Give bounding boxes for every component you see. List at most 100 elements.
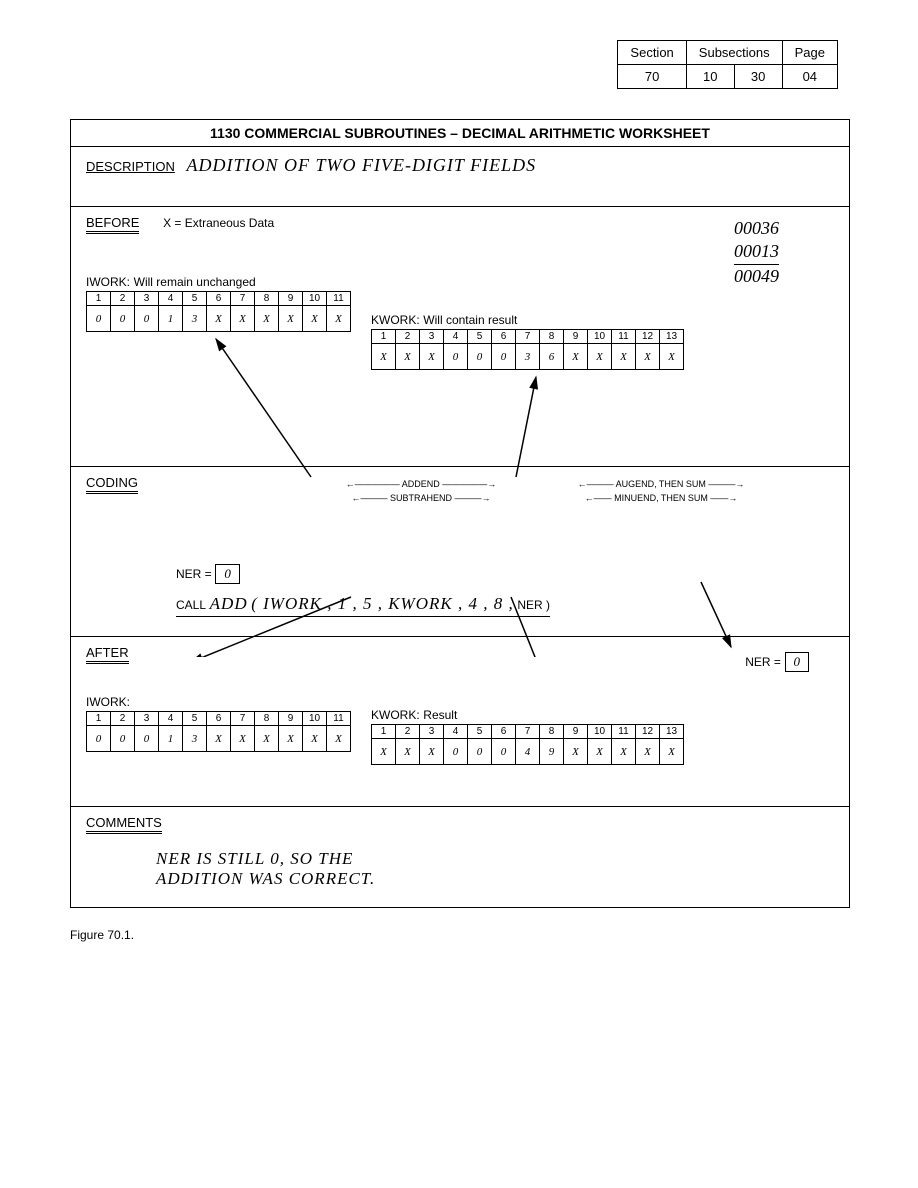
cell-value: 4 xyxy=(516,739,540,765)
before-section: BEFORE X = Extraneous Data 00036 00013 0… xyxy=(71,207,849,467)
cell-header: 7 xyxy=(516,725,540,739)
cell-value: 0 xyxy=(111,306,135,332)
subsections-header: Subsections xyxy=(686,41,782,65)
extraneous-note: X = Extraneous Data xyxy=(163,216,274,230)
arithmetic-block: 00036 00013 00049 xyxy=(734,217,779,288)
cell-value: X xyxy=(327,306,351,332)
after-label: AFTER xyxy=(86,645,129,664)
description-row: DESCRIPTION ADDITION OF TWO FIVE-DIGIT F… xyxy=(71,147,849,207)
cell-header: 7 xyxy=(231,292,255,306)
cell-header: 8 xyxy=(255,292,279,306)
call-statement: CALL ADD ( IWORK , 1 , 5 , KWORK , 4 , 8… xyxy=(176,594,550,617)
cell-header: 2 xyxy=(396,330,420,344)
cell-header: 13 xyxy=(660,330,684,344)
addend-value: 00036 xyxy=(734,217,779,240)
cell-value: X xyxy=(279,306,303,332)
call-func: ADD xyxy=(210,594,248,613)
iwork-before-title: IWORK: xyxy=(86,275,130,289)
cell-value: X xyxy=(564,739,588,765)
cell-value: X xyxy=(372,344,396,370)
cell-header: 6 xyxy=(492,330,516,344)
cell-header: 5 xyxy=(183,292,207,306)
call-label: CALL xyxy=(176,598,206,612)
cell-header: 1 xyxy=(87,292,111,306)
cell-header: 2 xyxy=(111,712,135,726)
ner-after-block: NER = 0 xyxy=(745,652,809,672)
section-value: 70 xyxy=(618,65,686,89)
comments-label: COMMENTS xyxy=(86,815,162,834)
cell-header: 12 xyxy=(636,725,660,739)
cell-value: 6 xyxy=(540,344,564,370)
cell-value: 1 xyxy=(159,726,183,752)
cell-value: X xyxy=(207,306,231,332)
sub1-value: 10 xyxy=(686,65,734,89)
iwork-before-note: Will remain unchanged xyxy=(134,275,256,289)
sum-value: 00049 xyxy=(734,264,779,288)
cell-value: 0 xyxy=(492,344,516,370)
cell-value: X xyxy=(327,726,351,752)
coding-code-block: NER = 0 CALL ADD ( IWORK , 1 , 5 , KWORK… xyxy=(176,564,834,617)
cell-value: X xyxy=(420,739,444,765)
coding-section: CODING ←————— ADDEND —————→ ←——— AUGEND,… xyxy=(71,467,849,637)
kwork-before-title: KWORK: xyxy=(371,313,420,327)
cell-value: X xyxy=(279,726,303,752)
cell-header: 2 xyxy=(396,725,420,739)
comments-section: COMMENTS NER IS STILL 0, SO THE ADDITION… xyxy=(71,807,849,907)
cell-value: 1 xyxy=(159,306,183,332)
kwork-after-headers: 12345678910111213 xyxy=(372,725,684,739)
figure-caption: Figure 70.1. xyxy=(70,928,888,942)
cell-value: X xyxy=(255,306,279,332)
cell-value: X xyxy=(612,739,636,765)
iwork-before-cells: 00013XXXXXX xyxy=(87,306,351,332)
kwork-before-block: KWORK: Will contain result 1234567891011… xyxy=(371,312,684,370)
cell-header: 5 xyxy=(183,712,207,726)
description-label: DESCRIPTION xyxy=(86,159,175,174)
cell-header: 12 xyxy=(636,330,660,344)
cell-value: X xyxy=(372,739,396,765)
coding-label: CODING xyxy=(86,475,138,494)
before-label: BEFORE xyxy=(86,215,139,234)
cell-header: 6 xyxy=(207,292,231,306)
coding-dimension-labels: ←————— ADDEND —————→ ←——— AUGEND, THEN S… xyxy=(301,479,781,507)
header-metadata-table: Section Subsections Page 70 10 30 04 xyxy=(617,40,838,89)
cell-value: X xyxy=(303,726,327,752)
cell-header: 6 xyxy=(207,712,231,726)
worksheet: 1130 COMMERCIAL SUBROUTINES – DECIMAL AR… xyxy=(70,119,850,908)
kwork-after-title: KWORK: xyxy=(371,708,420,722)
cell-value: 3 xyxy=(516,344,540,370)
cell-header: 10 xyxy=(303,292,327,306)
section-header: Section xyxy=(618,41,686,65)
kwork-after-block: KWORK: Result 12345678910111213 XXX00049… xyxy=(371,707,684,765)
cell-value: 0 xyxy=(444,344,468,370)
cell-value: X xyxy=(636,739,660,765)
after-section: AFTER NER = 0 IWORK: 1234567891011 00013… xyxy=(71,637,849,807)
cell-header: 4 xyxy=(444,725,468,739)
ner-label: NER = xyxy=(176,567,212,581)
cell-header: 4 xyxy=(159,292,183,306)
cell-header: 3 xyxy=(420,725,444,739)
cell-header: 11 xyxy=(612,725,636,739)
cell-value: X xyxy=(255,726,279,752)
cell-header: 6 xyxy=(492,725,516,739)
cell-header: 2 xyxy=(111,292,135,306)
call-ner: NER ) xyxy=(517,598,550,612)
ner-assignment: NER = 0 xyxy=(176,564,834,584)
cell-header: 7 xyxy=(231,712,255,726)
iwork-before-headers: 1234567891011 xyxy=(87,292,351,306)
cell-value: X xyxy=(636,344,660,370)
cell-header: 5 xyxy=(468,330,492,344)
kwork-before-headers: 12345678910111213 xyxy=(372,330,684,344)
worksheet-title: 1130 COMMERCIAL SUBROUTINES – DECIMAL AR… xyxy=(71,120,849,147)
cell-value: 0 xyxy=(135,726,159,752)
iwork-before-table: 1234567891011 00013XXXXXX xyxy=(86,291,351,332)
augend-value: 00013 xyxy=(734,240,779,263)
ner-after-label: NER = xyxy=(745,655,781,669)
cell-header: 11 xyxy=(327,712,351,726)
cell-header: 8 xyxy=(540,330,564,344)
cell-value: X xyxy=(588,739,612,765)
cell-value: X xyxy=(231,306,255,332)
cell-header: 11 xyxy=(327,292,351,306)
cell-header: 4 xyxy=(444,330,468,344)
cell-value: 9 xyxy=(540,739,564,765)
kwork-after-cells: XXX00049XXXXX xyxy=(372,739,684,765)
